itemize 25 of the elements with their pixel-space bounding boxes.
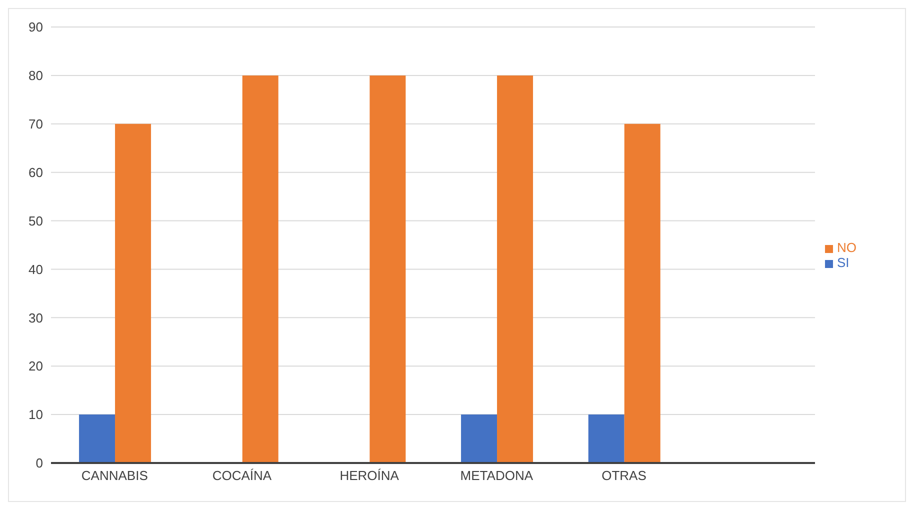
y-tick-label: 30 [28, 310, 43, 326]
x-tick-label: CANNABIS [81, 468, 148, 484]
bar [370, 75, 406, 463]
y-tick-label: 10 [28, 407, 43, 422]
bar [588, 414, 624, 463]
x-tick-label: COCAÍNA [212, 468, 272, 484]
bar [79, 414, 116, 463]
bar [497, 75, 534, 463]
x-tick-label: HEROÍNA [340, 468, 400, 484]
bar [461, 414, 498, 463]
y-tick-label: 90 [28, 20, 43, 35]
y-tick-label: 80 [28, 68, 43, 84]
x-tick-label: OTRAS [602, 468, 647, 484]
y-tick-label: 40 [28, 262, 43, 277]
x-tick-label: METADONA [460, 468, 534, 484]
y-tick-label: 60 [28, 164, 43, 180]
legend-label: NO [837, 240, 856, 255]
legend-label: SI [837, 255, 850, 270]
y-tick-label: 0 [36, 456, 43, 471]
y-tick-label: 20 [28, 358, 43, 374]
y-tick-label: 50 [28, 213, 43, 228]
bar [115, 124, 152, 463]
bar [624, 124, 660, 463]
y-tick-label: 70 [28, 116, 43, 132]
bar [242, 75, 278, 463]
